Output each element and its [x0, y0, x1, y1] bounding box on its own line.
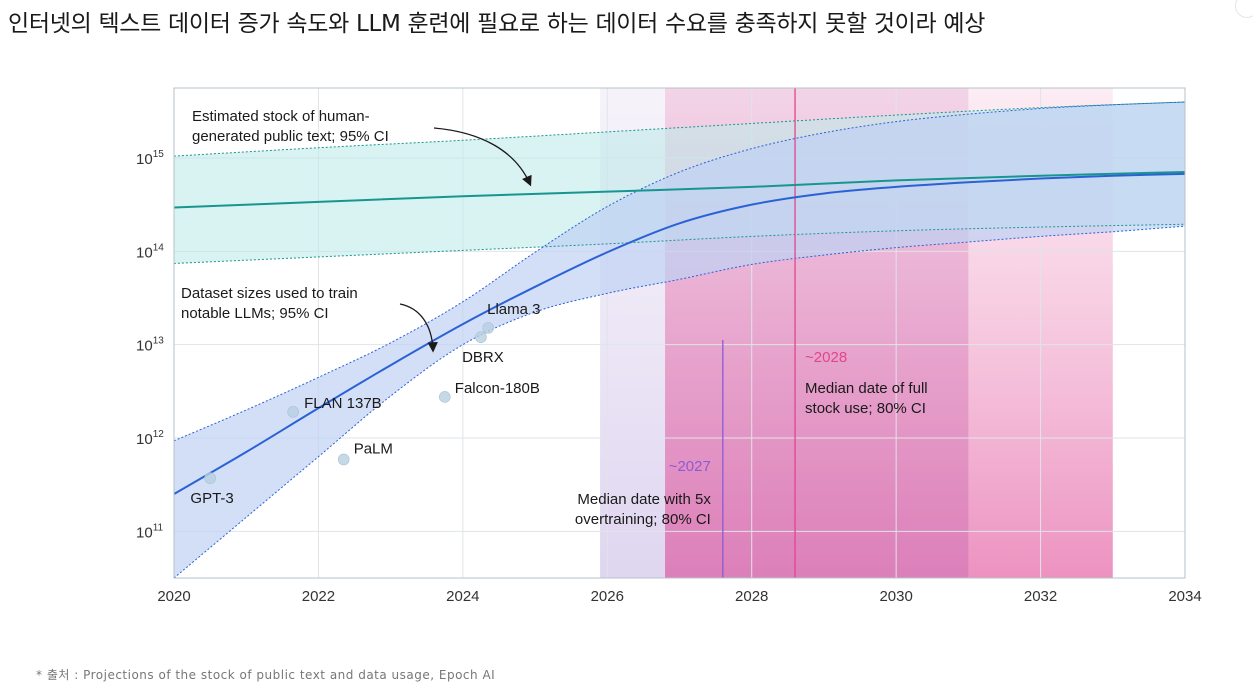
marker-2027-label: ~2027 [669, 458, 711, 475]
marker-2028-caption: Median date of full [805, 380, 928, 397]
stock-annotation-arrow [433, 127, 532, 187]
model-point-label: Falcon-180B [455, 380, 540, 397]
dataset-ci-lower [174, 225, 1185, 578]
x-tick-label: 2028 [735, 588, 768, 605]
y-tick-label: 1013 [136, 336, 164, 355]
model-point-label: FLAN 137B [304, 395, 382, 412]
model-point-label: GPT-3 [190, 490, 233, 507]
x-tick-label: 2022 [302, 588, 335, 605]
plot-frame [173, 87, 1186, 579]
model-point [204, 472, 216, 484]
y-tick-label: 1015 [136, 149, 164, 168]
model-point-label: PaLM [354, 440, 393, 457]
marker-2027-caption: Median date with 5x [577, 491, 711, 508]
x-tick-label: 2020 [157, 588, 190, 605]
stock-annotation-text: Estimated stock of human- [192, 108, 370, 125]
marker-2028-label: ~2028 [805, 349, 847, 366]
x-tick-label: 2026 [591, 588, 624, 605]
dataset-annotation-arrow [399, 303, 438, 353]
marker-2028-caption: stock use; 80% CI [805, 400, 926, 417]
x-tick-label: 2032 [1024, 588, 1057, 605]
page-title: 인터넷의 텍스트 데이터 증가 속도와 LLM 훈련에 필요로 하는 데이터 수… [8, 11, 986, 37]
model-point [439, 391, 451, 403]
dataset-ci-band [174, 102, 1185, 578]
model-point [337, 453, 350, 466]
model-point-label: Llama 3 [487, 301, 540, 318]
x-tick-label: 2030 [879, 588, 912, 605]
stock-annotation-text: generated public text; 95% CI [192, 128, 389, 145]
model-point [475, 331, 487, 344]
model-point [287, 406, 299, 418]
stock-ci-upper [174, 101, 1185, 157]
corner-decoration [1235, 0, 1253, 18]
dataset-annotation-text: notable LLMs; 95% CI [181, 305, 329, 322]
dataset-ci-upper [174, 101, 1185, 442]
stock-ci-lower [174, 223, 1185, 264]
dataset-annotation-text: Dataset sizes used to train [181, 285, 358, 302]
x-tick-label: 2024 [446, 588, 479, 605]
marker-2027-caption: overtraining; 80% CI [575, 511, 711, 528]
x-tick-label: 2034 [1168, 588, 1201, 605]
source-footnote: * 출처 : Projections of the stock of publi… [36, 668, 496, 682]
y-tick-label: 1012 [136, 429, 164, 448]
dataset-series-line [174, 172, 1185, 495]
model-point-label: DBRX [462, 349, 504, 366]
y-tick-label: 1014 [136, 242, 164, 261]
model-point [482, 322, 494, 334]
y-tick-label: 1011 [136, 522, 164, 541]
stock-series-line [174, 171, 1185, 209]
